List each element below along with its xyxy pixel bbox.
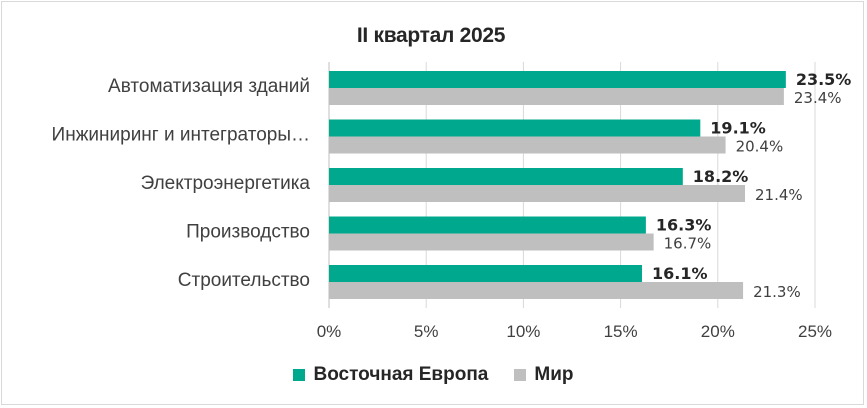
legend-swatch-world bbox=[514, 369, 527, 381]
x-tick-label: 15% bbox=[604, 322, 638, 341]
chart-legend: Восточная Европа Мир bbox=[0, 364, 867, 386]
x-tick-label: 20% bbox=[701, 322, 735, 341]
bar-eastern-europe bbox=[329, 168, 683, 185]
x-tick-label: 0% bbox=[317, 322, 342, 341]
data-label-world: 21.4% bbox=[755, 186, 803, 204]
data-label-world: 16.7% bbox=[664, 235, 712, 253]
x-tick-label: 10% bbox=[506, 322, 540, 341]
bar-world bbox=[329, 282, 744, 299]
bar-world bbox=[329, 88, 784, 105]
data-label-eastern-europe: 18.2% bbox=[693, 167, 749, 186]
chart-title: II квартал 2025 bbox=[356, 24, 506, 47]
data-label-eastern-europe: 19.1% bbox=[710, 119, 766, 138]
data-label-world: 20.4% bbox=[736, 138, 784, 156]
data-label-eastern-europe: 23.5% bbox=[796, 70, 852, 89]
bar-eastern-europe bbox=[329, 71, 786, 88]
legend-item-world: Мир bbox=[514, 364, 574, 386]
x-tick-label: 25% bbox=[798, 322, 832, 341]
x-tick-label: 5% bbox=[414, 322, 439, 341]
category-label: Инжиниринг и интеграторы… bbox=[52, 125, 310, 146]
data-label-eastern-europe: 16.3% bbox=[656, 216, 712, 235]
data-label-world: 21.3% bbox=[753, 283, 801, 301]
bar-eastern-europe bbox=[329, 265, 642, 282]
legend-swatch-eastern-europe bbox=[293, 369, 306, 381]
category-label: Строительство bbox=[178, 270, 310, 291]
legend-item-eastern-europe: Восточная Европа bbox=[293, 364, 488, 386]
category-label: Производство bbox=[186, 222, 310, 243]
bar-world bbox=[329, 233, 654, 251]
data-label-world: 23.4% bbox=[794, 89, 842, 107]
chart-title-wrap: II квартал 2025 bbox=[0, 24, 867, 48]
bar-world bbox=[329, 185, 746, 202]
bar-eastern-europe bbox=[329, 216, 646, 234]
data-label-eastern-europe: 16.1% bbox=[652, 264, 708, 283]
category-label: Автоматизация зданий bbox=[108, 76, 310, 97]
category-label: Электроэнергетика bbox=[141, 173, 311, 194]
bar-eastern-europe bbox=[329, 119, 701, 137]
legend-label-world: Мир bbox=[534, 364, 574, 385]
legend-label-eastern-europe: Восточная Европа bbox=[313, 364, 489, 385]
bar-world bbox=[329, 136, 726, 154]
